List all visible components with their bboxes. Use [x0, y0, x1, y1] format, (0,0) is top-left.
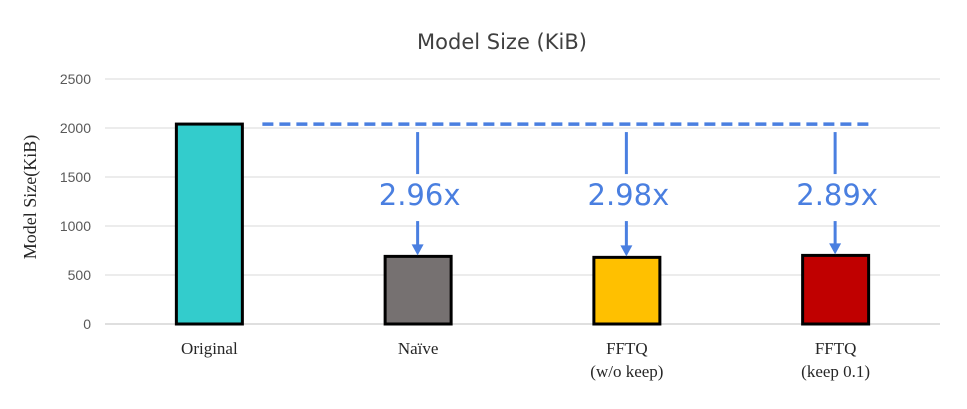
x-axis-ticks: Original Naïve FFTQ (w/o keep) FFTQ (keep 0.1… — [181, 339, 870, 381]
x-tick-label: Naïve — [398, 339, 439, 358]
x-tick-label: FFTQ — [815, 339, 857, 358]
y-tick-label: 0 — [83, 316, 91, 332]
chart-title: Model Size (KiB) — [417, 30, 587, 54]
x-tick-label: Original — [181, 339, 238, 358]
ratio-label: 2.89x — [796, 178, 878, 212]
y-tick-label: 2500 — [60, 71, 91, 87]
x-tick-label: (w/o keep) — [590, 362, 663, 381]
bars — [174, 122, 871, 326]
arrow-head — [411, 244, 424, 256]
bar — [383, 254, 453, 326]
bar — [174, 122, 244, 326]
y-tick-label: 500 — [68, 267, 92, 283]
bar — [801, 253, 871, 326]
y-tick-label: 2000 — [60, 120, 91, 136]
gridlines — [105, 78, 940, 325]
arrow-head — [620, 245, 633, 257]
y-tick-label: 1000 — [60, 218, 91, 234]
x-tick-label: (keep 0.1) — [801, 362, 870, 381]
y-tick-label: 1500 — [60, 169, 91, 185]
ratio-label: 2.96x — [379, 178, 461, 212]
compression-annotations: 2.96x 2.98x 2.89x — [262, 122, 878, 257]
arrow-head — [829, 243, 842, 255]
y-axis-label: Model Size(KiB) — [20, 135, 41, 259]
ratio-label: 2.98x — [588, 178, 670, 212]
y-axis-ticks: 0 500 1000 1500 2000 2500 — [60, 71, 91, 332]
x-tick-label: FFTQ — [606, 339, 648, 358]
bar — [592, 255, 662, 326]
